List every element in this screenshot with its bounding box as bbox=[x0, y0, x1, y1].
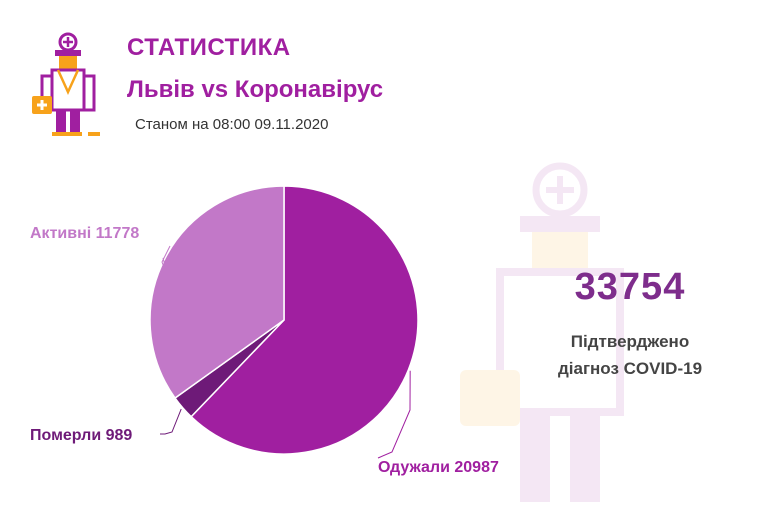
doctor-logo-icon bbox=[32, 32, 100, 136]
pie-slice-label-3: Активні 11778 bbox=[30, 225, 139, 242]
pie-leader-line-1 bbox=[377, 370, 411, 459]
as-of-timestamp: Станом на 08:00 09.11.2020 bbox=[135, 116, 329, 133]
pie-leader-line-2 bbox=[160, 408, 182, 435]
doctor-watermark-icon bbox=[460, 162, 624, 502]
pie-leader-line-3 bbox=[161, 245, 171, 279]
pie-slice-1 bbox=[190, 185, 419, 455]
pie-slice-label-2: Померли 989 bbox=[30, 427, 132, 444]
pie-slice-3 bbox=[149, 185, 285, 400]
total-cases-value: 33754 bbox=[574, 266, 686, 308]
pie-slice-label-1: Одужали 20987 bbox=[378, 459, 499, 476]
page-title: СТАТИСТИКА bbox=[127, 34, 291, 61]
total-caption-line2: діагноз COVID-19 bbox=[557, 359, 703, 378]
total-caption-line1: Підтверджено bbox=[570, 332, 690, 351]
page-subtitle: Львів vs Коронавірус bbox=[127, 76, 384, 103]
total-cases-caption: Підтверджено діагноз COVID-19 bbox=[520, 328, 740, 382]
